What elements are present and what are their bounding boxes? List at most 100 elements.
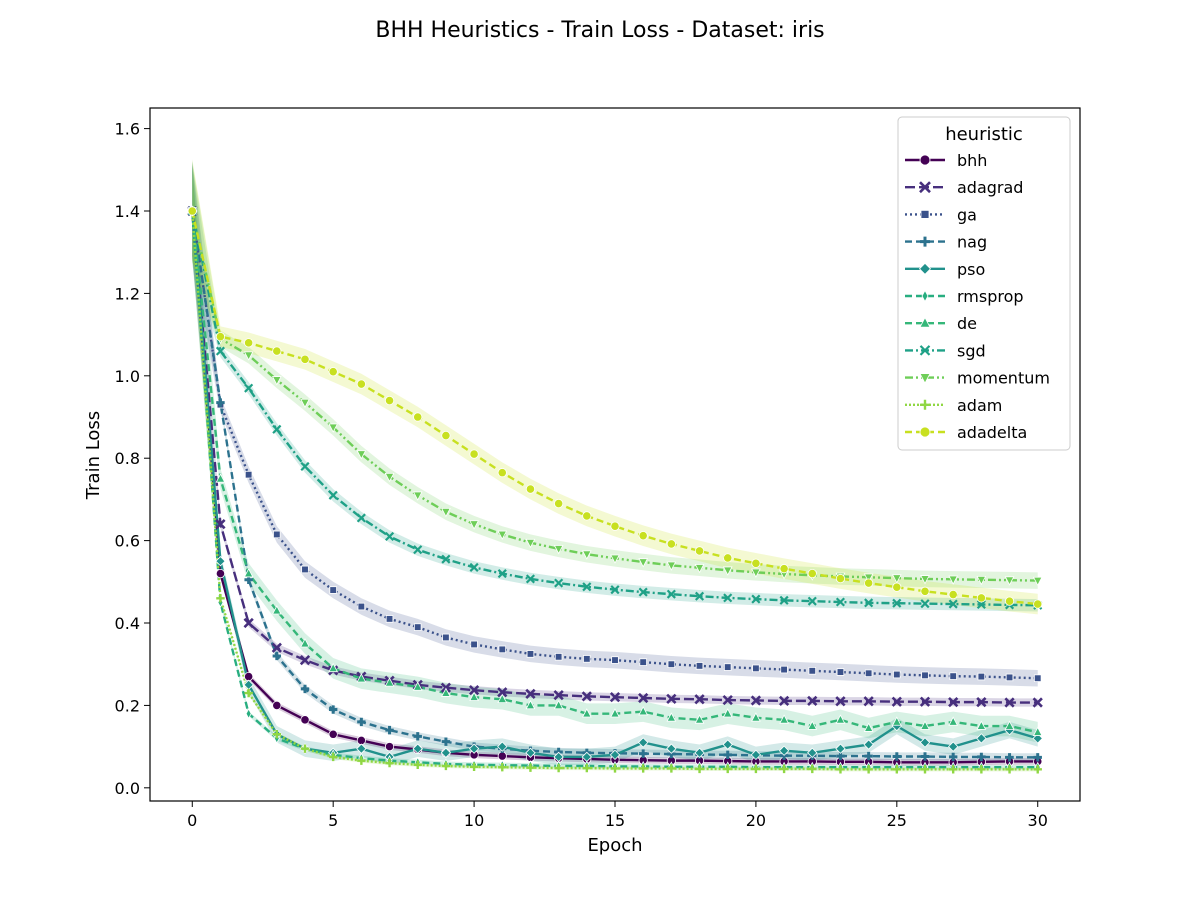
point-sgd xyxy=(807,596,817,606)
point-adagrad xyxy=(750,695,762,706)
x-axis-label: Epoch xyxy=(587,835,642,856)
point-adam xyxy=(779,764,789,774)
point-bhh xyxy=(356,735,366,746)
point-adagrad xyxy=(722,694,733,706)
point-adagrad xyxy=(807,695,818,707)
point-pso xyxy=(863,739,874,750)
point-sgd xyxy=(694,591,705,601)
point-nag xyxy=(948,752,958,762)
point-nag xyxy=(413,732,422,741)
point-ga xyxy=(639,658,647,666)
legend-item-adagrad: adagrad xyxy=(905,178,1023,197)
legend-label-adam: adam xyxy=(957,396,1002,415)
point-ga xyxy=(977,672,986,681)
point-adadelta xyxy=(328,367,338,377)
point-ga xyxy=(470,640,478,649)
point-adadelta xyxy=(554,498,564,509)
point-momentum xyxy=(469,520,479,530)
band-momentum xyxy=(192,161,1038,589)
point-sgd xyxy=(328,490,338,500)
legend-marker-de xyxy=(919,316,931,328)
point-de xyxy=(469,691,479,701)
point-sgd xyxy=(751,594,761,604)
y-tick-label: 0.6 xyxy=(115,532,140,551)
legend-item-sgd: sgd xyxy=(905,341,986,360)
point-adadelta xyxy=(469,449,479,459)
point-ga xyxy=(921,671,929,680)
point-de xyxy=(1032,726,1043,736)
point-adam xyxy=(667,764,676,773)
point-de xyxy=(271,605,282,615)
point-ga xyxy=(723,663,732,671)
point-ga xyxy=(836,668,845,676)
legend-item-pso: pso xyxy=(905,260,985,279)
legend-label-de: de xyxy=(957,314,977,333)
point-adadelta xyxy=(215,332,226,342)
point-adagrad xyxy=(666,693,677,704)
legend-item-adadelta: adadelta xyxy=(905,423,1027,442)
legend-label-sgd: sgd xyxy=(957,341,986,360)
point-adagrad xyxy=(694,694,705,705)
point-adagrad xyxy=(976,696,987,708)
point-de xyxy=(835,714,846,724)
point-adagrad xyxy=(609,692,621,703)
point-de xyxy=(553,699,564,710)
point-adagrad xyxy=(863,696,874,707)
point-momentum xyxy=(553,545,564,555)
point-de xyxy=(722,708,733,718)
legend-item-momentum: momentum xyxy=(905,369,1050,388)
point-momentum xyxy=(300,398,310,409)
point-momentum xyxy=(863,573,874,583)
point-momentum xyxy=(891,574,902,584)
point-pso xyxy=(468,743,480,754)
point-adam xyxy=(948,765,958,774)
point-adagrad xyxy=(919,696,931,707)
y-tick-label: 1.2 xyxy=(115,284,140,303)
y-axis-label: Train Loss xyxy=(83,411,104,500)
point-adadelta xyxy=(187,206,197,216)
legend-item-ga: ga xyxy=(905,205,977,224)
point-ga xyxy=(442,633,450,642)
point-adagrad xyxy=(1004,697,1015,708)
point-adam xyxy=(498,763,507,772)
point-pso xyxy=(666,743,677,754)
point-pso xyxy=(525,747,536,758)
point-momentum xyxy=(638,558,649,568)
point-sgd xyxy=(582,582,592,592)
point-pso xyxy=(412,743,423,754)
point-de xyxy=(666,712,677,722)
point-sgd xyxy=(976,599,986,610)
point-ga xyxy=(1005,673,1014,682)
point-adagrad xyxy=(778,695,790,707)
point-adagrad xyxy=(525,688,536,699)
legend-label-ga: ga xyxy=(957,205,977,224)
point-adam xyxy=(582,763,592,773)
point-ga xyxy=(498,645,507,654)
point-bhh xyxy=(300,715,310,725)
point-adam xyxy=(244,688,253,698)
point-adadelta xyxy=(779,564,789,574)
point-ga xyxy=(413,623,422,631)
point-adadelta xyxy=(1004,596,1015,606)
point-bhh xyxy=(497,751,507,761)
point-sgd xyxy=(356,513,366,523)
point-ga xyxy=(667,660,676,668)
point-adam xyxy=(723,764,732,774)
point-momentum xyxy=(497,530,508,540)
point-sgd xyxy=(469,562,479,572)
point-adadelta xyxy=(300,354,310,364)
point-adam xyxy=(695,764,704,774)
point-ga xyxy=(1033,674,1042,682)
y-tick-label: 1.6 xyxy=(115,120,140,139)
point-adam xyxy=(1033,765,1042,774)
legend-item-de: de xyxy=(905,314,977,333)
point-adadelta xyxy=(272,346,282,356)
point-ga xyxy=(752,664,760,673)
point-adadelta xyxy=(864,578,874,588)
point-adam xyxy=(1005,765,1014,774)
point-pso xyxy=(750,749,762,761)
point-sgd xyxy=(554,578,564,588)
point-de xyxy=(638,706,649,716)
x-tick-label: 20 xyxy=(746,811,766,830)
point-adadelta xyxy=(582,511,592,521)
